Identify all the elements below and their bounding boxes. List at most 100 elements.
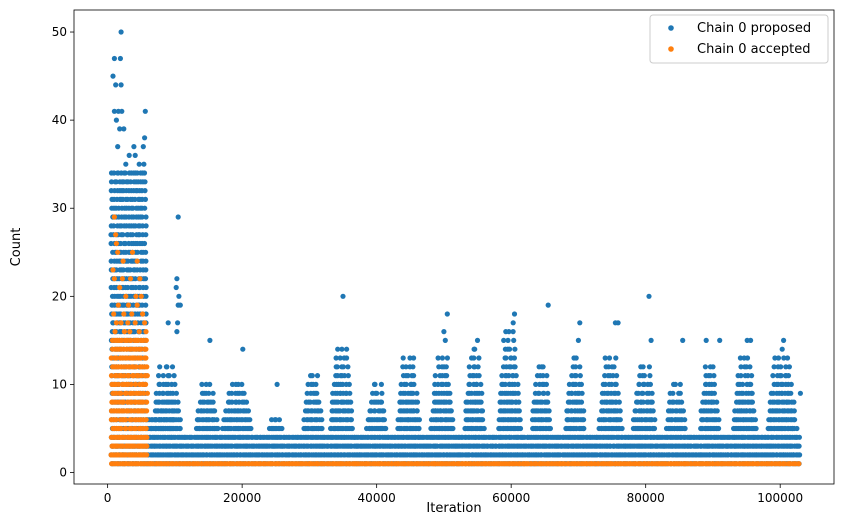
y-tick-label: 30	[52, 201, 67, 215]
data-point	[309, 373, 315, 379]
data-point	[512, 346, 518, 352]
data-point	[143, 223, 149, 229]
data-point	[573, 364, 579, 370]
data-point	[119, 108, 125, 114]
data-point	[786, 364, 793, 370]
data-point	[702, 364, 709, 370]
data-point	[439, 355, 445, 361]
data-point	[511, 355, 517, 361]
data-point	[165, 320, 171, 326]
data-point	[229, 399, 235, 405]
data-point	[613, 355, 619, 361]
data-point	[672, 381, 679, 387]
data-point	[129, 249, 136, 255]
data-point	[545, 390, 551, 396]
data-point	[578, 399, 585, 405]
data-point	[112, 329, 118, 335]
data-point	[545, 399, 551, 405]
data-point	[748, 337, 754, 343]
data-point	[611, 364, 617, 370]
data-point	[707, 373, 713, 379]
data-point	[177, 302, 183, 308]
x-tick-label: 0	[104, 491, 112, 505]
y-tick-label: 50	[52, 25, 67, 39]
data-point	[547, 425, 554, 432]
data-point	[770, 373, 776, 379]
data-point	[616, 399, 622, 405]
data-point	[400, 355, 406, 361]
legend-box	[649, 14, 829, 64]
data-point	[619, 425, 625, 432]
data-point	[334, 364, 340, 370]
data-point	[113, 320, 119, 326]
data-point	[339, 346, 345, 352]
data-point	[113, 355, 119, 361]
data-point	[511, 337, 517, 343]
data-point	[432, 373, 438, 379]
data-point	[680, 337, 686, 343]
data-point	[540, 364, 546, 370]
data-point	[118, 390, 124, 396]
data-point	[785, 373, 792, 379]
data-point	[614, 373, 620, 379]
data-point	[416, 425, 422, 432]
data-point	[118, 320, 124, 326]
data-point	[649, 399, 655, 405]
data-point	[711, 390, 718, 396]
data-point	[748, 381, 754, 387]
data-point	[276, 417, 282, 423]
data-point	[443, 364, 449, 370]
y-tick-label: 10	[52, 377, 67, 391]
x-tick-label: 60000	[492, 491, 530, 505]
data-point	[240, 346, 246, 352]
data-point	[476, 373, 482, 379]
data-point	[450, 425, 456, 432]
data-point	[156, 373, 162, 379]
data-point	[781, 355, 787, 361]
data-point	[788, 381, 794, 387]
data-point	[536, 390, 542, 396]
data-point	[125, 302, 132, 308]
data-point	[142, 179, 148, 185]
data-point	[516, 399, 522, 405]
y-axis: 0 10 20 30 40 50	[52, 25, 74, 480]
data-point	[210, 399, 216, 405]
data-point	[139, 214, 145, 220]
data-point	[640, 399, 646, 405]
data-point	[215, 425, 221, 432]
data-point	[505, 337, 511, 343]
data-point	[144, 434, 150, 440]
data-point	[680, 408, 687, 414]
data-point	[447, 390, 453, 396]
data-point	[648, 337, 654, 343]
data-point	[383, 425, 389, 432]
data-point	[414, 408, 420, 414]
data-point	[381, 408, 387, 414]
data-point	[788, 390, 794, 396]
data-point	[403, 364, 409, 370]
data-point	[445, 381, 451, 387]
data-point	[677, 390, 683, 396]
data-point	[177, 425, 183, 432]
data-point	[466, 364, 472, 370]
data-point	[796, 443, 802, 449]
data-point	[407, 355, 413, 361]
data-point	[142, 135, 148, 141]
data-point	[578, 381, 585, 387]
data-point	[118, 82, 124, 88]
x-tick-label: 20000	[223, 491, 261, 505]
data-point	[111, 223, 117, 229]
data-point	[348, 408, 355, 414]
plot-frame	[73, 9, 835, 485]
data-point	[374, 390, 380, 396]
data-point	[543, 381, 550, 387]
data-point	[345, 373, 351, 379]
data-point	[344, 346, 350, 352]
data-point	[207, 381, 213, 387]
data-point	[510, 320, 516, 326]
data-point	[781, 337, 787, 343]
data-point	[784, 355, 791, 361]
data-point	[113, 179, 119, 185]
data-point	[573, 373, 579, 379]
data-point	[479, 390, 485, 396]
